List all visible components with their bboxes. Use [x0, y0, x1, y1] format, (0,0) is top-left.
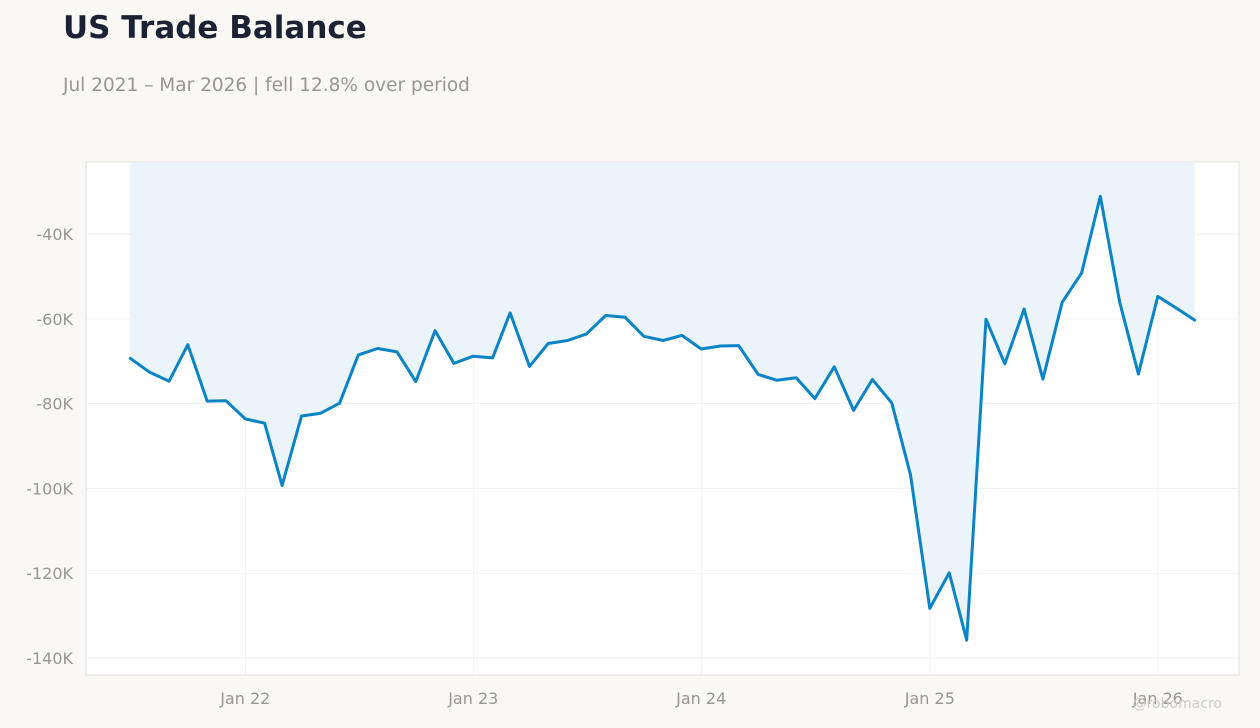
y-tick-label: -80K [36, 395, 73, 414]
chart-title: US Trade Balance [63, 10, 367, 46]
x-tick-label: Jan 24 [675, 689, 726, 708]
axis-ticks: -40K -60K -80K -100K -120K -140K Jan 22 Jan 23 J… [26, 225, 1183, 708]
series-line [128, 194, 1197, 642]
y-tick-label: -100K [26, 479, 73, 498]
y-tick-label: -40K [36, 225, 73, 244]
x-tick-label: Jan 26 [1132, 689, 1183, 708]
x-tick-label: Jan 23 [447, 689, 498, 708]
y-tick-label: -60K [36, 310, 73, 329]
y-tick-label: -140K [26, 649, 73, 668]
x-tick-label: Jan 22 [219, 689, 270, 708]
series-area-fill [130, 162, 1195, 641]
x-tick-label: Jan 25 [904, 689, 955, 708]
watermark: @robomacro [1132, 696, 1222, 712]
chart-subtitle: Jul 2021 – Mar 2026 | fell 12.8% over pe… [63, 75, 470, 96]
y-tick-label: -120K [26, 564, 73, 583]
